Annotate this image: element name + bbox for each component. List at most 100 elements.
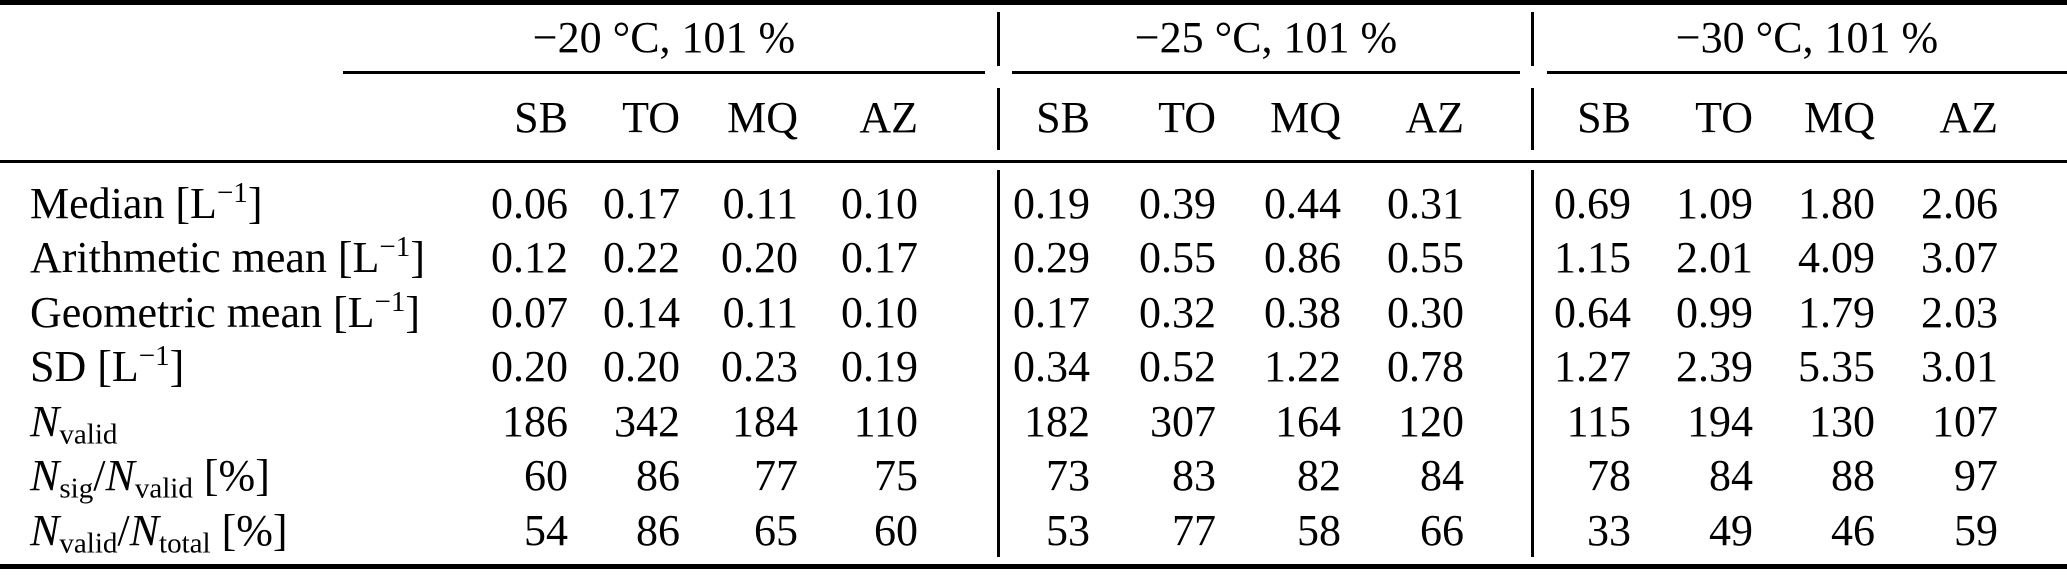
data-cell: 2.06 [1921, 178, 1998, 228]
data-cell: 0.10 [841, 287, 918, 337]
data-cell: 0.64 [1554, 287, 1631, 337]
data-cell: 46 [1831, 505, 1875, 555]
column-header: MQ [727, 92, 798, 142]
column-header-row: SB TO MQ AZ SB TO MQ AZ SB TO MQ AZ [0, 82, 2067, 152]
table-row-nvalid: Nvalid 186 342 184 110 182 307 164 120 1… [0, 394, 2067, 450]
data-cell: 0.38 [1264, 287, 1341, 337]
data-cell: 1.27 [1554, 341, 1631, 391]
data-cell: 0.10 [841, 178, 918, 228]
data-cell: 59 [1954, 505, 1998, 555]
column-divider [1531, 12, 1534, 66]
data-cell: 78 [1587, 450, 1631, 500]
data-cell: 0.44 [1264, 178, 1341, 228]
group-header-minus25: −25 °C, 101 % [1134, 13, 1398, 62]
group-underline [1012, 71, 1520, 74]
data-cell: 0.86 [1264, 232, 1341, 282]
data-cell: 3.07 [1921, 232, 1998, 282]
column-divider [1531, 88, 1534, 150]
data-cell: 77 [754, 450, 798, 500]
data-cell: 5.35 [1798, 341, 1875, 391]
row-label: Nvalid [30, 396, 118, 450]
data-cell: 110 [853, 396, 918, 446]
data-cell: 0.30 [1387, 287, 1464, 337]
row-label: Nsig/Nvalid [%] [30, 450, 270, 504]
column-divider [997, 88, 1000, 150]
column-header: AZ [1939, 92, 1998, 142]
data-cell: 2.03 [1921, 287, 1998, 337]
data-cell: 342 [614, 396, 680, 446]
data-cell: 88 [1831, 450, 1875, 500]
data-cell: 194 [1687, 396, 1753, 446]
column-divider [997, 12, 1000, 66]
row-label: Median [L−1] [30, 176, 263, 228]
data-cell: 0.23 [721, 341, 798, 391]
data-cell: 0.55 [1387, 232, 1464, 282]
data-cell: 2.01 [1676, 232, 1753, 282]
data-cell: 65 [754, 505, 798, 555]
data-cell: 0.55 [1139, 232, 1216, 282]
data-cell: 53 [1046, 505, 1090, 555]
data-cell: 60 [874, 505, 918, 555]
data-cell: 84 [1420, 450, 1464, 500]
data-cell: 307 [1150, 396, 1216, 446]
data-cell: 130 [1809, 396, 1875, 446]
data-cell: 0.06 [491, 178, 568, 228]
data-cell: 0.52 [1139, 341, 1216, 391]
data-cell: 186 [502, 396, 568, 446]
data-cell: 184 [732, 396, 798, 446]
column-header: AZ [1405, 92, 1464, 142]
column-header: SB [1577, 92, 1631, 142]
data-cell: 0.39 [1139, 178, 1216, 228]
data-cell: 0.69 [1554, 178, 1631, 228]
data-cell: 4.09 [1798, 232, 1875, 282]
table-row-median: Median [L−1] 0.06 0.17 0.11 0.10 0.19 0.… [0, 176, 2067, 230]
data-cell: 75 [874, 450, 918, 500]
data-cell: 66 [1420, 505, 1464, 555]
data-cell: 0.17 [841, 232, 918, 282]
data-cell: 0.99 [1676, 287, 1753, 337]
data-cell: 1.79 [1798, 287, 1875, 337]
group-header-minus30: −30 °C, 101 % [1675, 13, 1939, 62]
data-cell: 97 [1954, 450, 1998, 500]
data-cell: 0.29 [1013, 232, 1090, 282]
header-rule [0, 160, 2067, 163]
data-cell: 0.20 [603, 341, 680, 391]
data-cell: 86 [636, 505, 680, 555]
table-row-nsig-over-nvalid: Nsig/Nvalid [%] 60 86 77 75 73 83 82 84 … [0, 448, 2067, 504]
data-cell: 82 [1297, 450, 1341, 500]
data-cell: 0.20 [491, 341, 568, 391]
bottom-rule [0, 564, 2067, 569]
data-cell: 54 [524, 505, 568, 555]
data-cell: 60 [524, 450, 568, 500]
data-cell: 1.22 [1264, 341, 1341, 391]
row-label: Geometric mean [L−1] [30, 285, 421, 337]
data-cell: 0.17 [1013, 287, 1090, 337]
column-header: MQ [1270, 92, 1341, 142]
data-cell: 49 [1709, 505, 1753, 555]
data-cell: 1.15 [1554, 232, 1631, 282]
data-cell: 0.11 [722, 287, 798, 337]
data-cell: 1.80 [1798, 178, 1875, 228]
data-cell: 0.78 [1387, 341, 1464, 391]
data-cell: 115 [1566, 396, 1631, 446]
column-header: SB [1036, 92, 1090, 142]
column-divider [1531, 170, 1534, 557]
column-header: SB [514, 92, 568, 142]
data-cell: 120 [1398, 396, 1464, 446]
data-cell: 0.12 [491, 232, 568, 282]
data-cell: 0.34 [1013, 341, 1090, 391]
data-cell: 58 [1297, 505, 1341, 555]
data-cell: 182 [1024, 396, 1090, 446]
data-cell: 0.22 [603, 232, 680, 282]
data-cell: 33 [1587, 505, 1631, 555]
data-cell: 107 [1932, 396, 1998, 446]
group-underline [343, 71, 985, 74]
row-label: Nvalid/Ntotal [%] [30, 505, 288, 559]
table-row-arithmetic-mean: Arithmetic mean [L−1] 0.12 0.22 0.20 0.1… [0, 230, 2067, 284]
data-cell: 3.01 [1921, 341, 1998, 391]
group-underline [1547, 71, 2067, 74]
column-header: TO [1695, 92, 1753, 142]
data-cell: 0.31 [1387, 178, 1464, 228]
group-header-minus20: −20 °C, 101 % [532, 13, 796, 62]
